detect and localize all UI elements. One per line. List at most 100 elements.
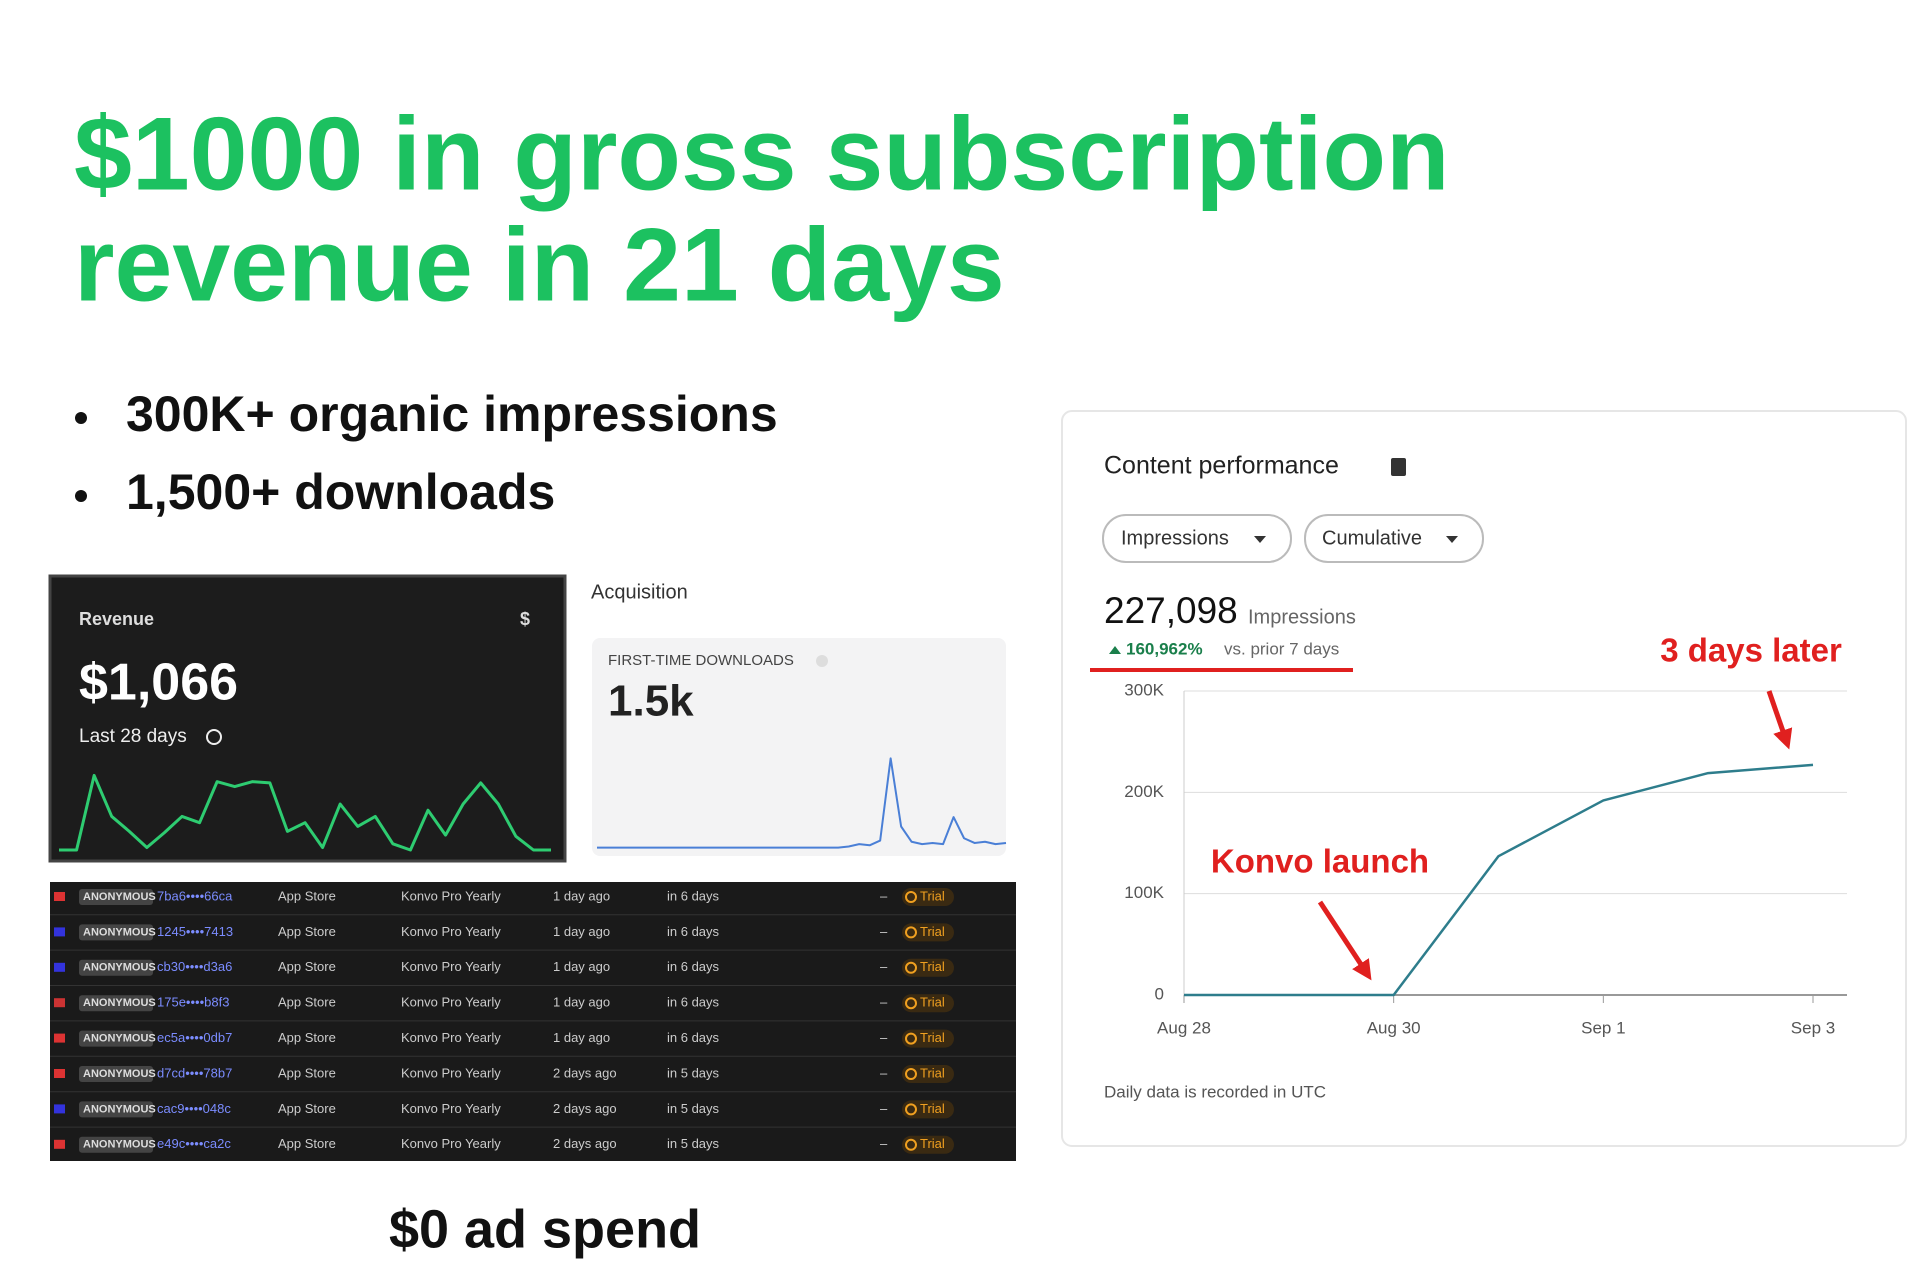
purchased: 1 day ago [553,888,610,903]
renews: in 5 days [667,1065,720,1080]
product: Konvo Pro Yearly [401,1065,501,1080]
revenue: – [880,1101,888,1116]
x-tick-label: Aug 28 [1157,1018,1211,1037]
badge [79,959,153,976]
renews: in 6 days [667,959,720,974]
user-id: 7ba6••••66ca [157,888,233,903]
status-icon [905,926,917,939]
dropdown[interactable] [1102,514,1292,563]
user-id: cac9••••048c [157,1101,231,1116]
badge [79,1030,153,1047]
y-tick-label: 0 [1155,984,1164,1003]
revenue: – [880,888,888,903]
badge-label: ANONYMOUS [83,1033,156,1045]
dropdown[interactable] [1304,514,1484,563]
period: Last 28 days [79,726,187,747]
user-id: ec5a••••0db7 [157,1030,232,1045]
downloads-amount: 1.5k [608,677,694,726]
bullet-dot [75,412,87,424]
x-tick-label: Aug 30 [1367,1018,1421,1037]
revenue: – [880,924,888,939]
renews: in 6 days [667,888,720,903]
revenue: – [880,959,888,974]
purchased: 2 days ago [553,1065,617,1080]
revenue: – [880,995,888,1010]
caret [1446,536,1458,543]
dropdown-label: Impressions [1121,527,1229,549]
product: Konvo Pro Yearly [401,888,501,903]
status-pill [902,923,954,942]
status: Trial [920,959,945,974]
bullet-dot [75,490,87,502]
purchased: 1 day ago [553,995,610,1010]
y-tick-label: 200K [1124,782,1164,801]
product: Konvo Pro Yearly [401,1101,501,1116]
status-icon [905,1068,917,1080]
flag [54,1104,65,1114]
user-id: 175e••••b8f3 [157,995,229,1010]
section-title: Acquisition [591,581,688,603]
badge [79,1066,153,1082]
status: Trial [920,1101,945,1116]
revenue-card [48,574,567,863]
flag [54,962,65,972]
status: Trial [920,888,945,903]
data-line [597,757,1007,849]
change-note: vs. prior 7 days [1224,639,1339,658]
bullet: 300K+ organic impressions [126,386,778,442]
status: Trial [920,1030,945,1045]
badge-label: ANONYMOUS [83,962,156,974]
user-id: e49c••••ca2c [157,1136,231,1151]
badge [79,995,153,1012]
annotation-arrow [1317,900,1372,981]
flag [54,892,65,901]
store: App Store [278,1065,336,1080]
status-icon [905,1032,917,1045]
badge [79,1101,153,1118]
store: App Store [278,888,336,903]
status-pill [902,1065,954,1083]
renews: in 5 days [667,1101,720,1116]
purchased: 2 days ago [553,1136,617,1151]
badge-label: ANONYMOUS [83,926,156,938]
status-icon [905,1103,917,1116]
status-pill [902,1029,954,1048]
status-icon [905,997,917,1010]
y-tick-label: 300K [1124,680,1164,699]
status-pill [902,888,954,906]
badge-label: ANONYMOUS [83,1103,156,1115]
product: Konvo Pro Yearly [401,1136,501,1151]
caret [1254,536,1266,543]
badge [79,889,153,905]
data-line [59,773,551,852]
status: Trial [920,1136,945,1151]
store: App Store [278,995,336,1010]
card-label: FIRST-TIME DOWNLOADS [608,652,794,669]
acquisition-card [592,638,1006,856]
annotation: 3 days later [1660,632,1842,669]
dropdown-label: Cumulative [1322,527,1422,549]
badge-label: ANONYMOUS [83,1139,156,1151]
user-id: d7cd••••78b7 [157,1065,232,1080]
subscriptions-table [50,882,1016,1161]
status-icon [905,891,917,903]
badge [79,1136,153,1153]
flag [54,998,65,1008]
status-icon [905,1138,917,1151]
user-id: 1245••••7413 [157,924,233,939]
store: App Store [278,1136,336,1151]
store: App Store [278,1030,336,1045]
total: 227,098 [1104,590,1238,631]
status-icon [905,961,917,974]
badge-label: ANONYMOUS [83,1068,156,1080]
purchased: 2 days ago [553,1101,617,1116]
store: App Store [278,1101,336,1116]
y-tick-label: 100K [1124,883,1164,902]
status-pill [902,1100,954,1119]
renews: in 6 days [667,1030,720,1045]
change: 160,962% [1126,639,1203,658]
data-line [1184,763,1814,997]
purchased: 1 day ago [553,959,610,974]
info-icon [1391,458,1406,476]
